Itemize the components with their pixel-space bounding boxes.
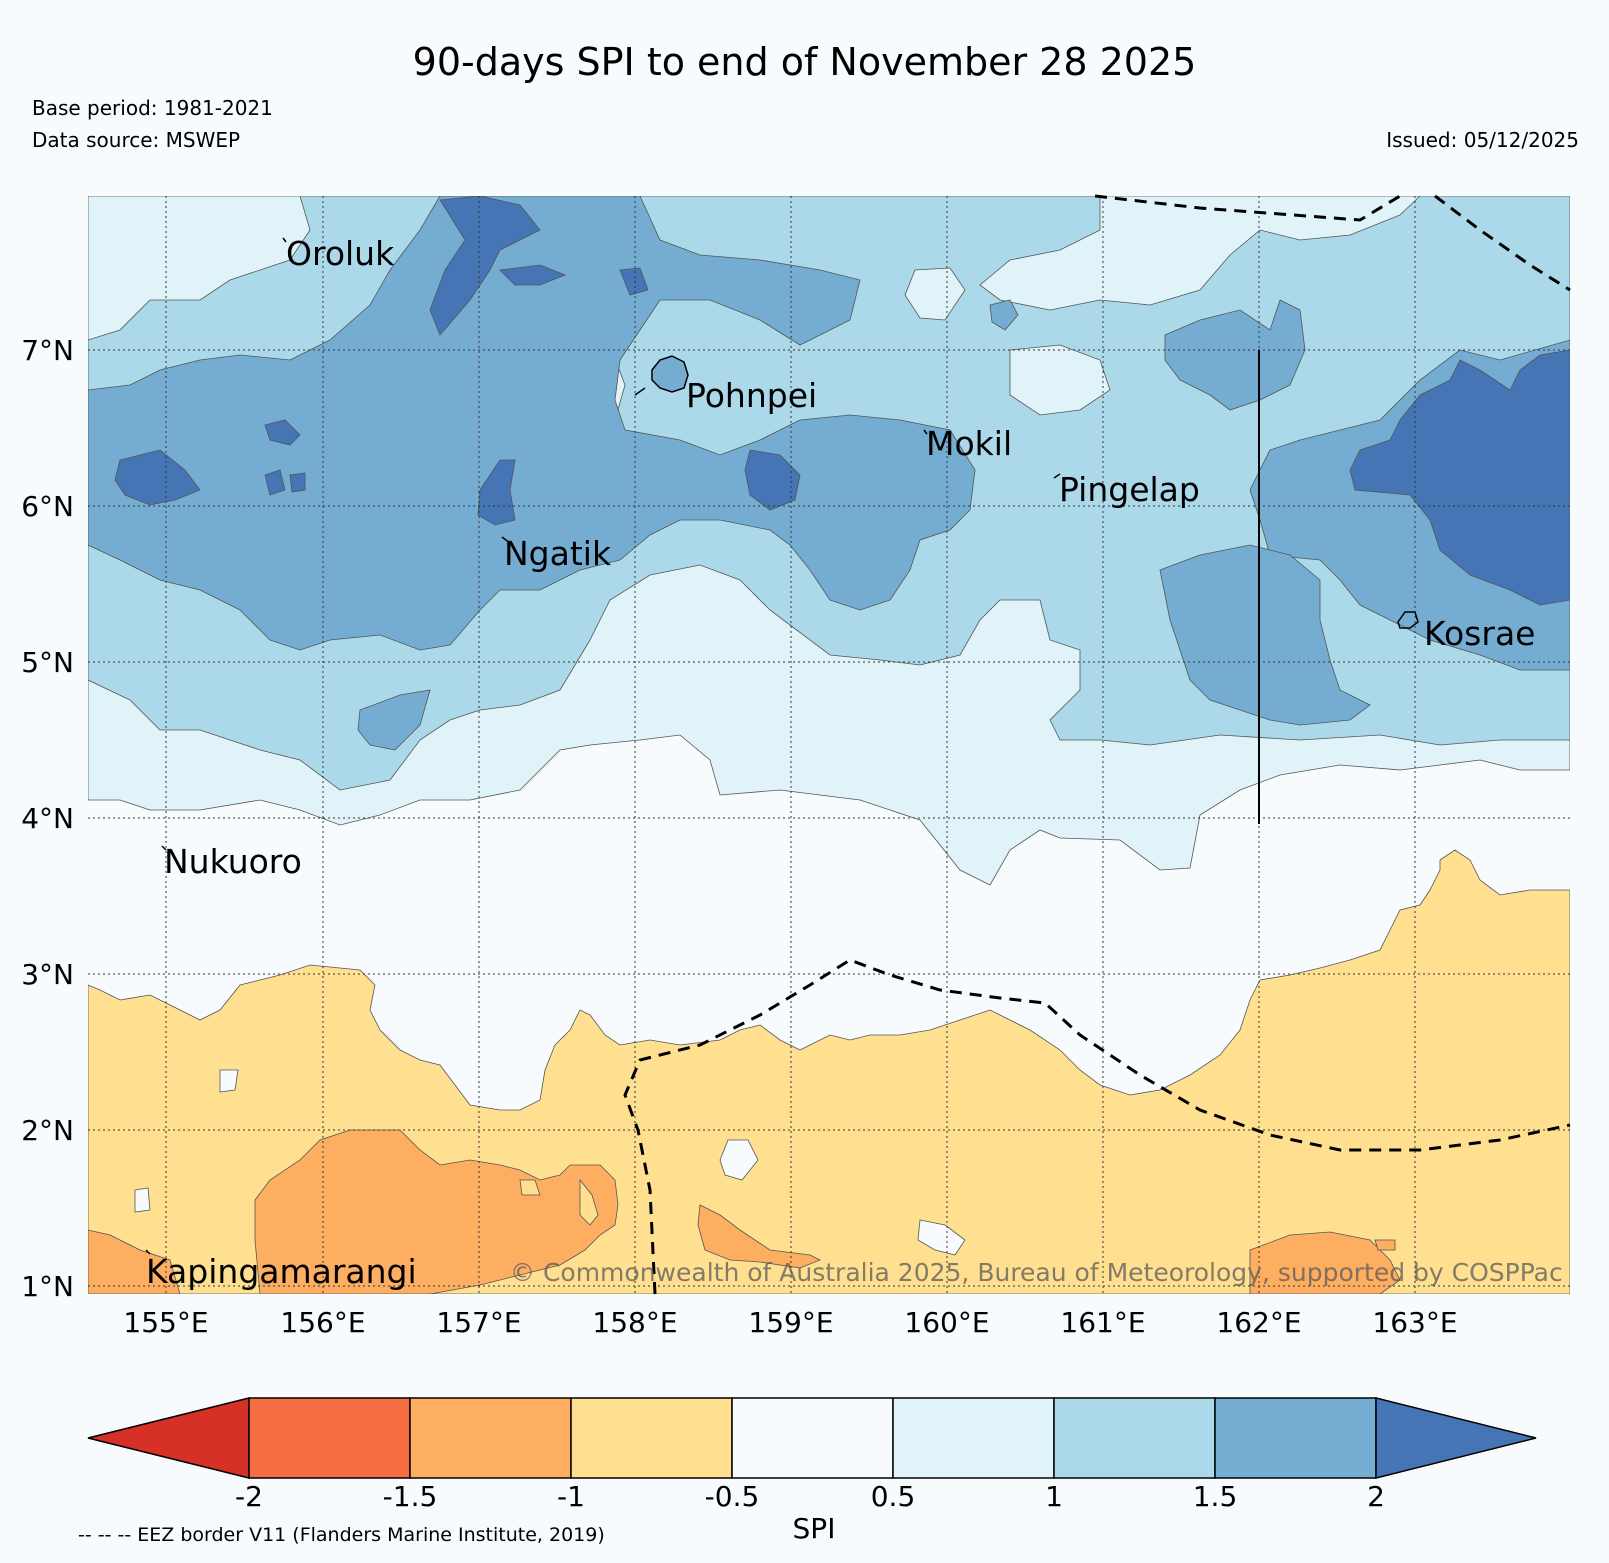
- lon-label-160e: 160°E: [904, 1306, 990, 1339]
- pohnpei-outline: [634, 387, 646, 396]
- colorbar-segment: [892, 1397, 1055, 1479]
- gridlines: [88, 196, 1570, 1294]
- copyright-notice: © Commonwealth of Australia 2025, Bureau…: [510, 1258, 1563, 1287]
- colorbar-segment: [731, 1397, 894, 1479]
- island-label-ngatik: Ngatik: [504, 534, 612, 573]
- island-label-kosrae: Kosrae: [1424, 614, 1536, 653]
- lat-label-1n: 1°N: [21, 1270, 74, 1303]
- lat-label-7n: 7°N: [21, 334, 74, 367]
- colorbar: [87, 1397, 1537, 1479]
- colorbar-segment: [248, 1397, 411, 1479]
- colorbar-segment: [87, 1397, 250, 1479]
- lon-label-161e: 161°E: [1060, 1306, 1146, 1339]
- lat-label-5n: 5°N: [21, 646, 74, 679]
- eez-border: [623, 194, 1571, 1295]
- data-source: Data source: MSWEP: [32, 128, 241, 152]
- issued-date: Issued: 05/12/2025: [1386, 128, 1579, 152]
- colorbar-tick: 1.5: [1192, 1480, 1238, 1513]
- lon-label-162e: 162°E: [1216, 1306, 1302, 1339]
- lat-label-3n: 3°N: [21, 958, 74, 991]
- lon-label-158e: 158°E: [592, 1306, 678, 1339]
- colorbar-tick: -1: [557, 1480, 585, 1513]
- island-label-kapingamarangi: Kapingamarangi: [146, 1252, 417, 1291]
- dry-moderate-region: [254, 1129, 619, 1294]
- colorbar-tick: 2: [1367, 1480, 1385, 1513]
- lat-label-6n: 6°N: [21, 490, 74, 523]
- eez-legend-note: -- -- -- EEZ border V11 (Flanders Marine…: [78, 1524, 605, 1546]
- colorbar-tick: -0.5: [704, 1480, 760, 1513]
- lon-label-163e: 163°E: [1372, 1306, 1458, 1339]
- colorbar-segment: [1375, 1397, 1537, 1479]
- island-label-mokil: Mokil: [926, 424, 1013, 463]
- colorbar-segment: [1053, 1397, 1216, 1479]
- lon-label-159e: 159°E: [748, 1306, 834, 1339]
- wet-very-high-region: [429, 196, 541, 336]
- colorbar-tick: -1.5: [382, 1480, 438, 1513]
- colorbar-title: SPI: [792, 1512, 836, 1545]
- colorbar-segment: [570, 1397, 733, 1479]
- colorbar-tick: 1: [1045, 1480, 1063, 1513]
- island-label-pohnpei: Pohnpei: [686, 376, 818, 415]
- island-label-oroluk: Oroluk: [286, 234, 395, 273]
- lon-label-157e: 157°E: [436, 1306, 522, 1339]
- colorbar-tick: 0.5: [870, 1480, 916, 1513]
- island-label-pingelap: Pingelap: [1059, 470, 1200, 509]
- lat-label-4n: 4°N: [21, 802, 74, 835]
- base-period: Base period: 1981-2021: [32, 96, 273, 120]
- pohnpei-island-icon: [651, 355, 689, 393]
- lon-label-156e: 156°E: [280, 1306, 366, 1339]
- island-label-nukuoro: Nukuoro: [164, 842, 302, 881]
- kosrae-island-icon: [1397, 611, 1419, 629]
- colorbar-segment: [409, 1397, 572, 1479]
- colorbar-tick: -2: [235, 1480, 263, 1513]
- lon-label-155e: 155°E: [123, 1306, 209, 1339]
- map-title: 90-days SPI to end of November 28 2025: [412, 40, 1197, 84]
- wet-high-region: [88, 196, 976, 651]
- colorbar-segment: [1214, 1397, 1377, 1479]
- lat-label-2n: 2°N: [21, 1114, 74, 1147]
